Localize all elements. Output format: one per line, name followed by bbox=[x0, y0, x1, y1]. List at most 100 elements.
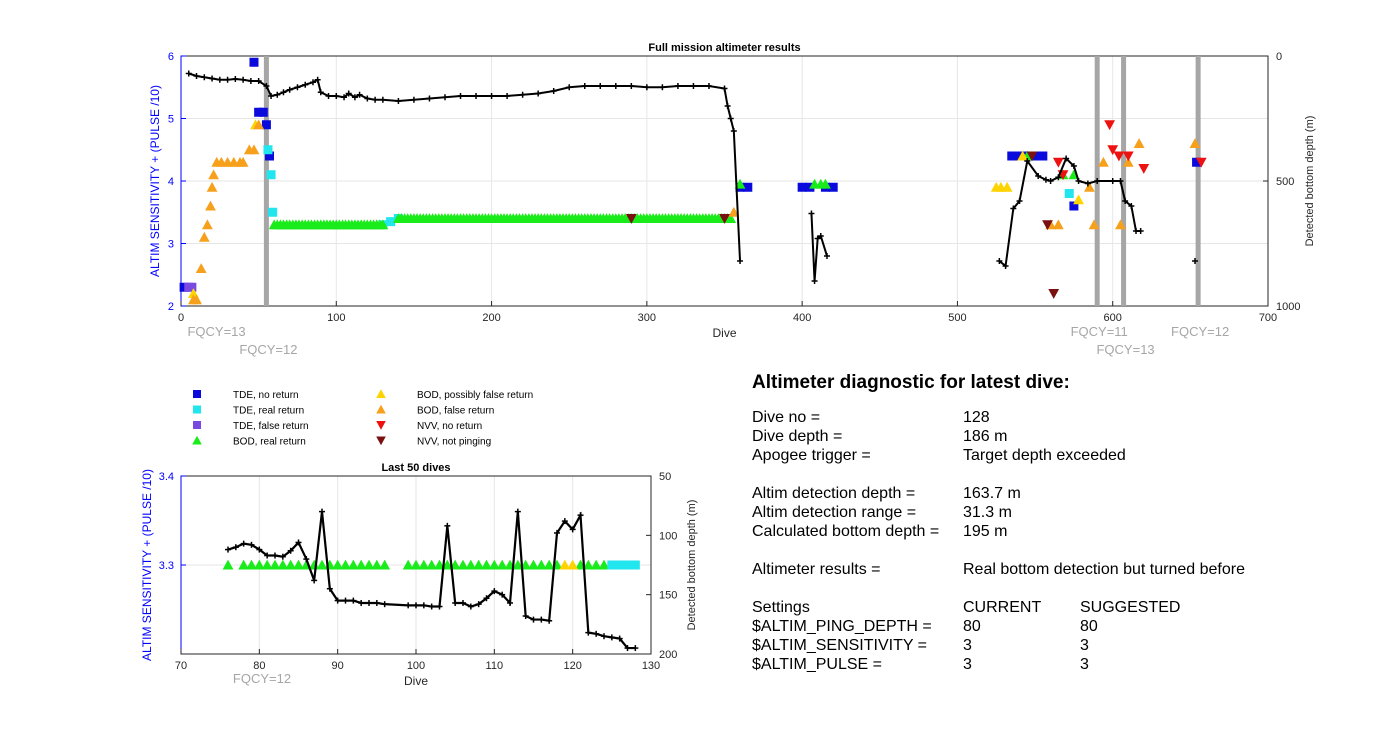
setting-current: 80 bbox=[963, 618, 981, 635]
bottom-depth-line bbox=[188, 72, 742, 262]
data-marker bbox=[377, 219, 389, 230]
chart-title: Last 50 dives bbox=[381, 462, 450, 474]
data-marker bbox=[567, 559, 579, 570]
legend-label: TDE, no return bbox=[233, 390, 299, 401]
data-marker bbox=[1030, 151, 1040, 161]
chart-title: Full mission altimeter results bbox=[648, 42, 800, 54]
legend-label: TDE, real return bbox=[233, 406, 304, 417]
setting-row-ping-depth: $ALTIM_PING_DEPTH = 80 80 bbox=[752, 617, 1352, 636]
apogee-value: Target depth exceeded bbox=[963, 447, 1126, 464]
setting-change-bar bbox=[1121, 56, 1127, 306]
data-marker bbox=[371, 559, 383, 570]
data-marker bbox=[253, 559, 265, 570]
x-tick-label: 120 bbox=[563, 660, 581, 672]
data-marker bbox=[347, 559, 359, 570]
dive-no-value: 128 bbox=[963, 409, 990, 426]
legend-label: TDE, false return bbox=[233, 421, 309, 432]
data-marker bbox=[332, 559, 344, 570]
legend-label: NVV, not pinging bbox=[417, 437, 491, 448]
data-marker bbox=[582, 559, 594, 570]
setting-change-label: FQCY=12 bbox=[239, 342, 297, 357]
x-tick-label: 600 bbox=[1104, 312, 1122, 324]
data-marker bbox=[261, 559, 273, 570]
data-marker bbox=[238, 559, 250, 570]
data-marker bbox=[590, 559, 602, 570]
x-tick-label: 130 bbox=[642, 660, 660, 672]
dive-depth-row: Dive depth = 186 m bbox=[752, 427, 1352, 446]
data-marker bbox=[1069, 201, 1079, 211]
y-left-tick-label: 3.4 bbox=[159, 471, 174, 483]
data-marker bbox=[1026, 151, 1038, 162]
setting-current: 3 bbox=[963, 637, 972, 654]
setting-row-sensitivity: $ALTIM_SENSITIVITY = 3 3 bbox=[752, 636, 1352, 655]
data-marker bbox=[261, 120, 271, 130]
x-tick-label: 110 bbox=[486, 660, 504, 672]
data-marker bbox=[340, 559, 351, 570]
data-marker bbox=[269, 559, 281, 570]
y-left-tick-label: 2 bbox=[168, 301, 174, 313]
y-right-tick-label: 0 bbox=[1276, 51, 1282, 63]
data-marker bbox=[1115, 219, 1126, 230]
data-marker bbox=[308, 559, 320, 570]
apogee-row: Apogee trigger = Target depth exceeded bbox=[752, 446, 1352, 465]
x-axis-label: Dive bbox=[404, 674, 428, 688]
setting-change-bar bbox=[1195, 56, 1201, 306]
data-marker bbox=[198, 231, 210, 242]
data-marker bbox=[598, 559, 610, 570]
setting-suggested: 3 bbox=[1080, 637, 1089, 654]
y-right-tick-label: 1000 bbox=[1276, 301, 1300, 313]
diagnostic-panel: Altimeter diagnostic for latest dive: Di… bbox=[752, 372, 1352, 674]
legend-marker bbox=[193, 405, 201, 414]
setting-name: $ALTIM_SENSITIVITY = bbox=[752, 637, 928, 654]
data-marker bbox=[1048, 289, 1060, 299]
y-left-tick-label: 3 bbox=[168, 239, 174, 251]
data-marker bbox=[719, 214, 730, 224]
data-marker bbox=[418, 559, 430, 570]
results-label: Altimeter results = bbox=[752, 561, 881, 578]
data-marker bbox=[1113, 151, 1125, 162]
setting-name: $ALTIM_PULSE = bbox=[752, 656, 882, 673]
data-marker bbox=[222, 559, 234, 570]
data-marker bbox=[263, 145, 273, 155]
data-marker bbox=[465, 559, 477, 570]
results-value: Real bottom detection but turned before bbox=[963, 561, 1245, 578]
data-marker bbox=[195, 263, 207, 273]
data-marker bbox=[1088, 219, 1100, 230]
data-marker bbox=[1138, 164, 1150, 174]
data-marker bbox=[528, 559, 539, 570]
data-marker bbox=[512, 559, 524, 570]
setting-name: $ALTIM_PING_DEPTH = bbox=[752, 618, 932, 635]
data-marker bbox=[253, 119, 265, 130]
data-marker bbox=[316, 559, 328, 570]
data-marker bbox=[237, 156, 249, 167]
legend-label: NVV, no return bbox=[417, 421, 482, 432]
data-marker bbox=[1097, 156, 1109, 167]
setting-change-label: FQCY=12 bbox=[1171, 324, 1229, 339]
settings-label: Settings bbox=[752, 599, 810, 616]
setting-suggested: 80 bbox=[1080, 618, 1098, 635]
data-marker bbox=[1038, 151, 1048, 161]
legend-marker bbox=[376, 389, 386, 398]
setting-change-label: FQCY=12 bbox=[233, 671, 291, 686]
data-marker bbox=[457, 559, 469, 570]
data-marker bbox=[249, 57, 259, 67]
last-50-dives-chart: 70 80 90 100 110 120 130 3.3 3.4 50 100 150 200 Last … bbox=[140, 462, 698, 688]
data-marker bbox=[725, 213, 737, 223]
data-marker bbox=[441, 559, 453, 570]
data-marker bbox=[285, 559, 297, 570]
x-tick-label: 90 bbox=[332, 660, 344, 672]
legend: TDE, no return TDE, real return TDE, false… bbox=[192, 389, 533, 448]
data-marker bbox=[1192, 157, 1202, 167]
data-marker bbox=[191, 294, 202, 305]
data-marker bbox=[607, 560, 617, 570]
detection-depth-value: 163.7 m bbox=[963, 485, 1021, 502]
x-tick-label: 100 bbox=[407, 660, 425, 672]
x-tick-label: 80 bbox=[253, 660, 265, 672]
full-mission-chart: 0 100 200 300 400 500 600 700 2 3 4 5 6 0 500 1000 Full … bbox=[148, 42, 1316, 357]
legend-marker bbox=[376, 404, 386, 414]
data-marker bbox=[625, 214, 637, 224]
legend-marker bbox=[193, 390, 201, 398]
y-left-axis-label: ALTIM SENSITIVITY + (PULSE /10) bbox=[148, 85, 162, 277]
data-marker bbox=[426, 559, 438, 570]
